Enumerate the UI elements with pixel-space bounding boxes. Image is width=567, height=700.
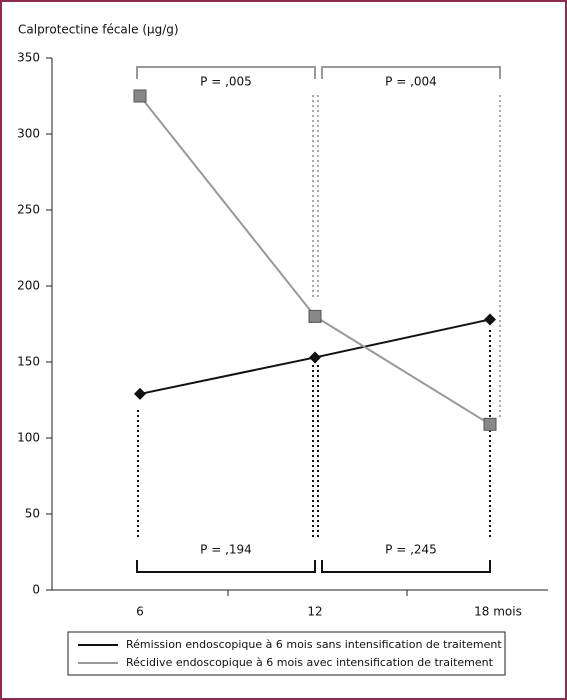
marker [133,89,147,103]
legend [67,631,506,676]
y-tick-label: 0 [32,583,40,597]
marker [134,387,146,400]
y-axis-title: Calprotectine fécale (µg/g) [18,23,179,37]
gray-dotted-lines [312,95,501,420]
p-value: P = ,194 [200,543,252,557]
p-value: P = ,004 [385,75,437,89]
x-tick-label: 12 [307,605,322,619]
p-value: P = ,005 [200,75,252,89]
x-tick-label: 6 [136,605,144,619]
y-tick-label: 200 [17,279,40,293]
y-tick-label: 250 [17,203,40,217]
y-tick-label: 100 [17,431,40,445]
marker [308,309,322,323]
legend-label: Rémission endoscopique à 6 mois sans int… [126,638,502,651]
marker [484,313,496,326]
y-tick-label: 350 [17,51,40,65]
p-value: P = ,245 [385,543,437,557]
y-tick-label: 50 [25,507,40,521]
marker [483,417,497,431]
marker [309,351,321,364]
black-dotted-lines [137,330,491,540]
y-tick-label: 150 [17,355,40,369]
legend-label: Récidive endoscopique à 6 mois avec inte… [126,656,494,669]
top-brackets [136,66,501,79]
y-tick-label: 300 [17,127,40,141]
bottom-brackets [136,560,491,573]
x-tick-label: 18 mois [474,605,522,619]
